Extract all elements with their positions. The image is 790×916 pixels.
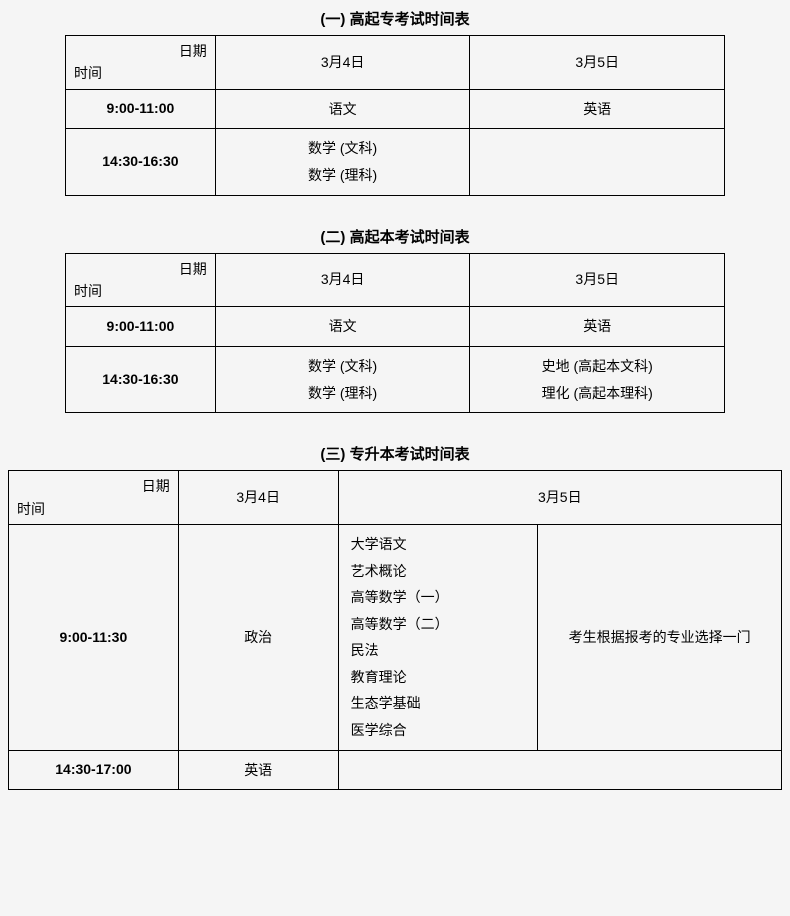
- time-cell: 9:00-11:00: [66, 89, 216, 129]
- header-col2: 3月5日: [470, 36, 725, 90]
- cell-line: 英语: [187, 757, 330, 784]
- col1-cell: 数学 (文科)数学 (理科): [215, 129, 470, 195]
- time-cell: 14:30-16:30: [66, 129, 216, 195]
- col1-cell: 语文: [215, 307, 470, 347]
- time-cell: 14:30-17:00: [9, 750, 179, 790]
- table-title: (三) 专升本考试时间表: [8, 443, 782, 464]
- cell-line: 教育理论: [351, 664, 530, 691]
- table-header-row: 日期时间3月4日3月5日: [66, 253, 725, 307]
- cell-line: 大学语文: [351, 531, 530, 558]
- cell-line: 数学 (文科): [224, 135, 462, 162]
- cell-line: 医学综合: [351, 717, 530, 744]
- table-section: (三) 专升本考试时间表日期时间3月4日3月5日9:00-11:30政治大学语文…: [8, 443, 782, 790]
- time-cell: 9:00-11:00: [66, 307, 216, 347]
- cell-line: 理化 (高起本理科): [478, 380, 716, 407]
- table-section: (二) 高起本考试时间表日期时间3月4日3月5日9:00-11:00语文英语14…: [8, 226, 782, 414]
- header-col1: 3月4日: [178, 471, 338, 525]
- header-date-time: 日期时间: [66, 253, 216, 307]
- header-date-label: 日期: [17, 475, 170, 497]
- header-col2: 3月5日: [338, 471, 781, 525]
- header-col1: 3月4日: [215, 253, 470, 307]
- cell-line: 政治: [187, 624, 330, 651]
- header-time-label: 时间: [74, 62, 207, 84]
- col1-cell: 数学 (文科)数学 (理科): [215, 346, 470, 412]
- col1-cell: 语文: [215, 89, 470, 129]
- time-cell: 14:30-16:30: [66, 346, 216, 412]
- header-time-label: 时间: [17, 498, 170, 520]
- table-row: 9:00-11:00 语文英语: [66, 307, 725, 347]
- cell-line: 英语: [478, 313, 716, 340]
- time-cell: 9:00-11:30: [9, 524, 179, 750]
- header-col2: 3月5日: [470, 253, 725, 307]
- table-title: (一) 高起专考试时间表: [8, 8, 782, 29]
- table-row: 14:30-16:30数学 (文科)数学 (理科)史地 (高起本文科)理化 (高…: [66, 346, 725, 412]
- table-row: 14:30-16:30数学 (文科)数学 (理科): [66, 129, 725, 195]
- col1-cell: 政治: [178, 524, 338, 750]
- header-time-label: 时间: [74, 280, 207, 302]
- table-header-row: 日期时间3月4日3月5日: [66, 36, 725, 90]
- table-section: (一) 高起专考试时间表日期时间3月4日3月5日9:00-11:00语文英语14…: [8, 8, 782, 196]
- col2b-cell: 考生根据报考的专业选择一门: [538, 524, 782, 750]
- table-row: 9:00-11:00 语文英语: [66, 89, 725, 129]
- cell-line: 民法: [351, 637, 530, 664]
- cell-line: 数学 (文科): [224, 353, 462, 380]
- cell-line: 高等数学（二）: [351, 611, 530, 638]
- schedule-table: 日期时间3月4日3月5日9:00-11:30政治大学语文艺术概论高等数学（一）高…: [8, 470, 782, 790]
- cell-line: 数学 (理科): [224, 162, 462, 189]
- header-date-label: 日期: [74, 40, 207, 62]
- table-title: (二) 高起本考试时间表: [8, 226, 782, 247]
- cell-line: 数学 (理科): [224, 380, 462, 407]
- cell-line: 艺术概论: [351, 558, 530, 585]
- schedule-table: 日期时间3月4日3月5日9:00-11:00语文英语14:30-16:30数学 …: [65, 35, 725, 196]
- col2-empty: [338, 750, 781, 790]
- col2a-cell: 大学语文艺术概论高等数学（一）高等数学（二）民法教育理论生态学基础医学综合: [338, 524, 538, 750]
- col2-cell: 史地 (高起本文科)理化 (高起本理科): [470, 346, 725, 412]
- cell-line: 英语: [478, 96, 716, 123]
- header-col1: 3月4日: [215, 36, 470, 90]
- cell-line: 语文: [224, 313, 462, 340]
- table-header-row: 日期时间3月4日3月5日: [9, 471, 782, 525]
- schedule-table: 日期时间3月4日3月5日9:00-11:00语文英语14:30-16:30数学 …: [65, 253, 725, 414]
- cell-line: 语文: [224, 96, 462, 123]
- table-row: 9:00-11:30政治大学语文艺术概论高等数学（一）高等数学（二）民法教育理论…: [9, 524, 782, 750]
- col2-cell: 英语: [470, 89, 725, 129]
- col1-cell: 英语: [178, 750, 338, 790]
- col2-cell: 英语: [470, 307, 725, 347]
- header-date-time: 日期时间: [9, 471, 179, 525]
- table-row: 14:30-17:00 英语: [9, 750, 782, 790]
- header-date-time: 日期时间: [66, 36, 216, 90]
- cell-line: 史地 (高起本文科): [478, 353, 716, 380]
- cell-line: 高等数学（一）: [351, 584, 530, 611]
- cell-line: 生态学基础: [351, 690, 530, 717]
- header-date-label: 日期: [74, 258, 207, 280]
- col2-cell: [470, 129, 725, 195]
